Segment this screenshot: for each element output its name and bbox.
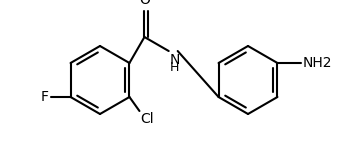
Text: O: O <box>139 0 150 7</box>
Text: Cl: Cl <box>141 112 154 126</box>
Text: F: F <box>41 90 49 104</box>
Text: NH2: NH2 <box>302 56 332 70</box>
Text: H: H <box>170 61 179 74</box>
Text: N: N <box>170 53 180 67</box>
